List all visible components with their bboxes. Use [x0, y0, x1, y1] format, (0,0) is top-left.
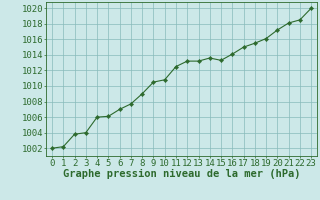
X-axis label: Graphe pression niveau de la mer (hPa): Graphe pression niveau de la mer (hPa)	[63, 169, 300, 179]
